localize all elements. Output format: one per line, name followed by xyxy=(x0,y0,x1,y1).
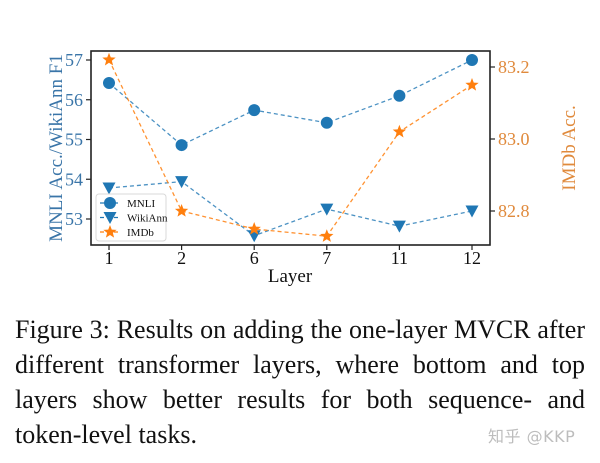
data-point-triangle-down xyxy=(465,205,479,218)
data-point-star xyxy=(465,78,479,91)
x-tick-label: 6 xyxy=(250,248,259,268)
left-y-axis-ticks: 53 54 55 56 57 xyxy=(65,50,91,229)
y-tick-label: 55 xyxy=(65,130,83,150)
x-tick-label: 12 xyxy=(463,248,481,268)
series-mnli xyxy=(103,54,478,152)
data-point-star xyxy=(320,229,334,242)
data-point-circle xyxy=(393,89,406,102)
data-point-star xyxy=(247,222,261,235)
x-tick-label: 2 xyxy=(177,248,186,268)
figure-caption: Figure 3: Results on adding the one-laye… xyxy=(15,315,585,449)
data-point-star xyxy=(174,204,189,217)
x-axis-label: Layer xyxy=(268,266,313,287)
y-tick-label: 57 xyxy=(65,50,83,70)
right-y-axis-ticks: 82.8 83.0 83.2 xyxy=(490,57,530,221)
y-tick-label: 56 xyxy=(65,90,83,110)
data-point-star xyxy=(392,124,407,138)
x-tick-label: 1 xyxy=(105,248,114,268)
data-point-circle xyxy=(320,116,333,129)
legend-label: IMDb xyxy=(127,227,154,239)
legend-marker-triangle-down xyxy=(103,212,117,224)
data-point-circle xyxy=(175,139,188,152)
data-point-star xyxy=(102,52,116,66)
y2-tick-label: 82.8 xyxy=(498,201,530,221)
y-tick-label: 54 xyxy=(65,169,83,189)
watermark: 知乎 @KKP xyxy=(488,427,576,446)
x-tick-label: 11 xyxy=(391,248,408,268)
data-point-triangle-down xyxy=(392,220,406,233)
legend-label: WikiAnn xyxy=(127,213,168,225)
legend-entry-imdb: IMDb xyxy=(100,225,154,239)
y-tick-label: 53 xyxy=(65,209,83,229)
data-point-circle xyxy=(466,54,478,66)
data-point-circle xyxy=(248,104,261,117)
plot-area xyxy=(102,52,479,243)
legend-label: MNLI xyxy=(127,198,155,210)
left-y-axis-label: MNLI Acc./WikiAnn F1 xyxy=(46,54,67,242)
y2-tick-label: 83.0 xyxy=(498,129,530,149)
legend-entry-wikiann: WikiAnn xyxy=(100,212,168,225)
data-point-circle xyxy=(103,77,115,90)
series-imdb xyxy=(102,52,479,242)
axes-frame xyxy=(90,50,491,246)
data-point-triangle-down xyxy=(175,176,189,189)
legend-marker-circle xyxy=(104,197,116,209)
y2-tick-label: 83.2 xyxy=(498,57,530,77)
legend-entry-mnli: MNLI xyxy=(100,197,155,210)
legend: MNLI WikiAnn IMDb xyxy=(95,193,168,242)
series-line xyxy=(108,59,473,146)
x-axis-ticks: 1 2 6 7 11 12 xyxy=(105,245,481,268)
legend-marker-star xyxy=(103,225,117,238)
series-line xyxy=(108,59,473,237)
data-point-triangle-down xyxy=(320,203,334,216)
data-point-triangle-down xyxy=(102,182,116,195)
x-tick-label: 7 xyxy=(322,248,331,268)
right-y-axis-label: IMDb Acc. xyxy=(559,105,580,190)
